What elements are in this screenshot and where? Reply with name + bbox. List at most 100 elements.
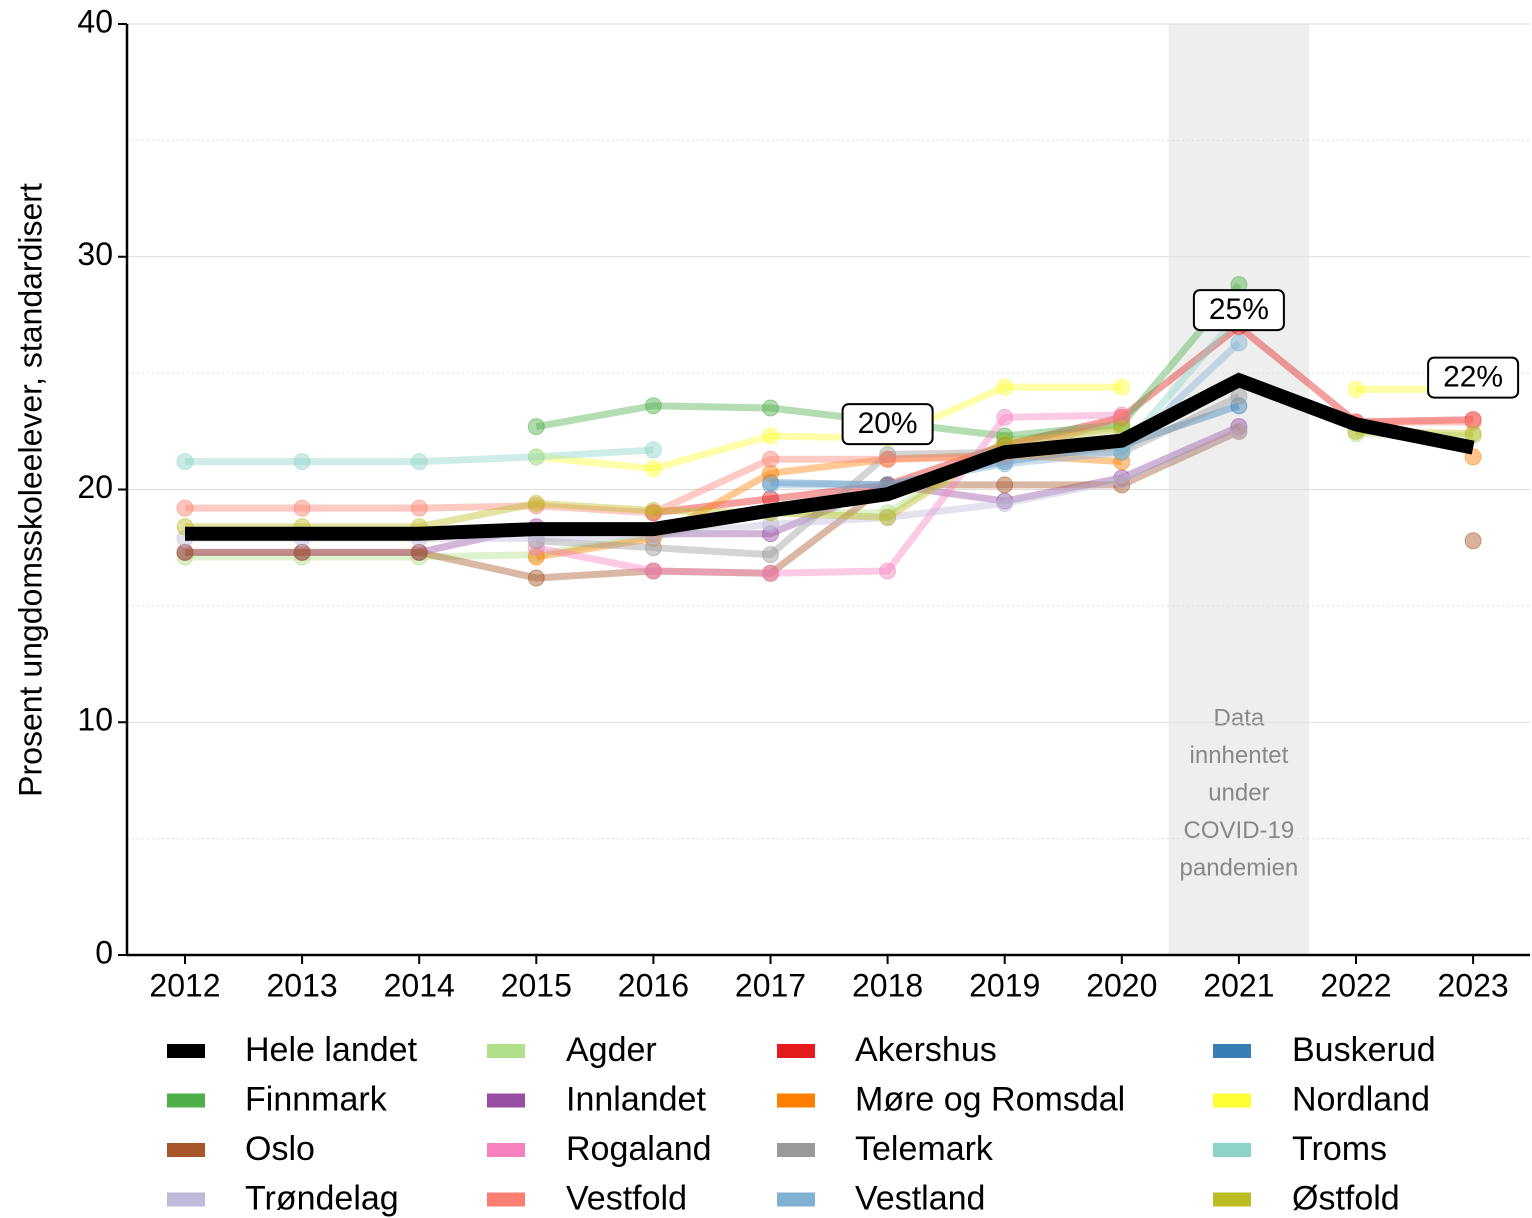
series-line [652,322,1474,517]
y-tick-label: 10 [77,702,113,738]
legend-swatch [167,1143,205,1157]
annotation-label: 25% [1209,293,1269,326]
x-tick-label: 2019 [969,967,1040,1003]
x-tick-label: 2013 [267,967,338,1003]
series-marker [996,476,1014,494]
series-marker [644,539,662,557]
legend-label: Nordland [1292,1080,1430,1118]
series-marker [762,427,779,445]
shade-note: COVID-19 [1184,817,1295,844]
series-marker [762,564,779,582]
series-marker [762,399,779,417]
series-marker [293,543,311,561]
series-marker [1230,397,1248,415]
series-marker [1347,380,1365,398]
series-marker [176,548,194,566]
y-tick-label: 20 [77,469,113,505]
series-marker [1113,453,1131,471]
series-marker [1230,418,1248,436]
legend-swatch [777,1192,815,1207]
series-line [770,402,1241,489]
series-marker [410,453,428,471]
series-marker [293,499,311,517]
series-marker [176,499,194,517]
legend-label: Akershus [855,1031,997,1069]
x-tick-label: 2017 [735,967,806,1003]
annotation-box [1192,289,1285,332]
legend-swatch [1213,1143,1251,1157]
legend-swatch [167,1192,205,1207]
series-marker [410,548,428,566]
series-marker [996,494,1014,512]
annotation-box [1427,356,1520,399]
legend-label: Rogaland [566,1130,712,1168]
series-marker [762,476,779,494]
series-marker [879,562,897,580]
x-tick-label: 2015 [501,967,572,1003]
x-tick-label: 2014 [384,967,455,1003]
y-axis-label: Prosent ungdomsskoleelever, standardiser… [12,183,48,797]
series-marker [1113,378,1131,396]
legend-swatch [777,1093,815,1108]
shade-note: under [1208,779,1269,806]
series-marker [410,543,428,561]
legend-label: Hele landet [245,1031,418,1069]
series-marker [879,504,897,522]
x-tick-label: 2021 [1203,967,1274,1003]
x-tick-label: 2012 [149,967,220,1003]
legend-swatch [1213,1044,1251,1058]
series-marker [410,499,428,517]
series-marker [1464,532,1482,550]
series-line [185,372,1475,541]
series-marker [1113,476,1131,494]
legend-label: Oslo [245,1130,315,1168]
legend-swatch [777,1044,815,1058]
series-line [535,411,1122,577]
y-tick-label: 0 [95,934,113,970]
x-tick-label: 2022 [1320,967,1391,1003]
legend-label: Møre og Romsdal [855,1080,1125,1118]
legend-label: Agder [566,1031,657,1069]
series-marker [527,539,545,557]
shade-note: pandemien [1180,854,1299,881]
series-marker [762,525,779,543]
legend-swatch [167,1044,205,1058]
legend-swatch [487,1143,525,1157]
series-marker [762,450,779,468]
series-marker [879,446,897,464]
x-tick-label: 2020 [1086,967,1157,1003]
series-marker [527,418,545,436]
series-marker [644,441,662,459]
series-marker [996,408,1014,426]
series-marker [293,453,311,471]
legend-label: Telemark [855,1130,994,1168]
series-marker [644,460,662,478]
shade-note: Data [1214,704,1265,731]
series-marker [527,448,545,466]
series-marker [1464,425,1482,443]
series-marker [1113,408,1131,426]
legend-swatch [487,1044,525,1058]
legend-label: Innlandet [566,1080,706,1118]
legend-label: Buskerud [1292,1031,1436,1069]
series-marker [527,494,545,512]
series-marker [527,569,545,587]
series-marker [762,464,779,482]
series-marker [1230,422,1248,440]
y-tick-label: 40 [77,3,113,39]
legend-swatch [167,1093,205,1108]
legend-label: Troms [1292,1130,1387,1168]
legend-label: Vestland [855,1179,985,1217]
series-line [536,393,1241,559]
x-tick-label: 2018 [852,967,923,1003]
series-marker [176,543,194,561]
series-marker [879,450,897,468]
series-marker [1230,387,1248,405]
legend-swatch [487,1093,525,1108]
legend-swatch [1213,1192,1251,1207]
x-tick-label: 2016 [618,967,689,1003]
series-marker [1464,413,1482,431]
series-marker [644,562,662,580]
legend-swatch [1213,1093,1251,1108]
